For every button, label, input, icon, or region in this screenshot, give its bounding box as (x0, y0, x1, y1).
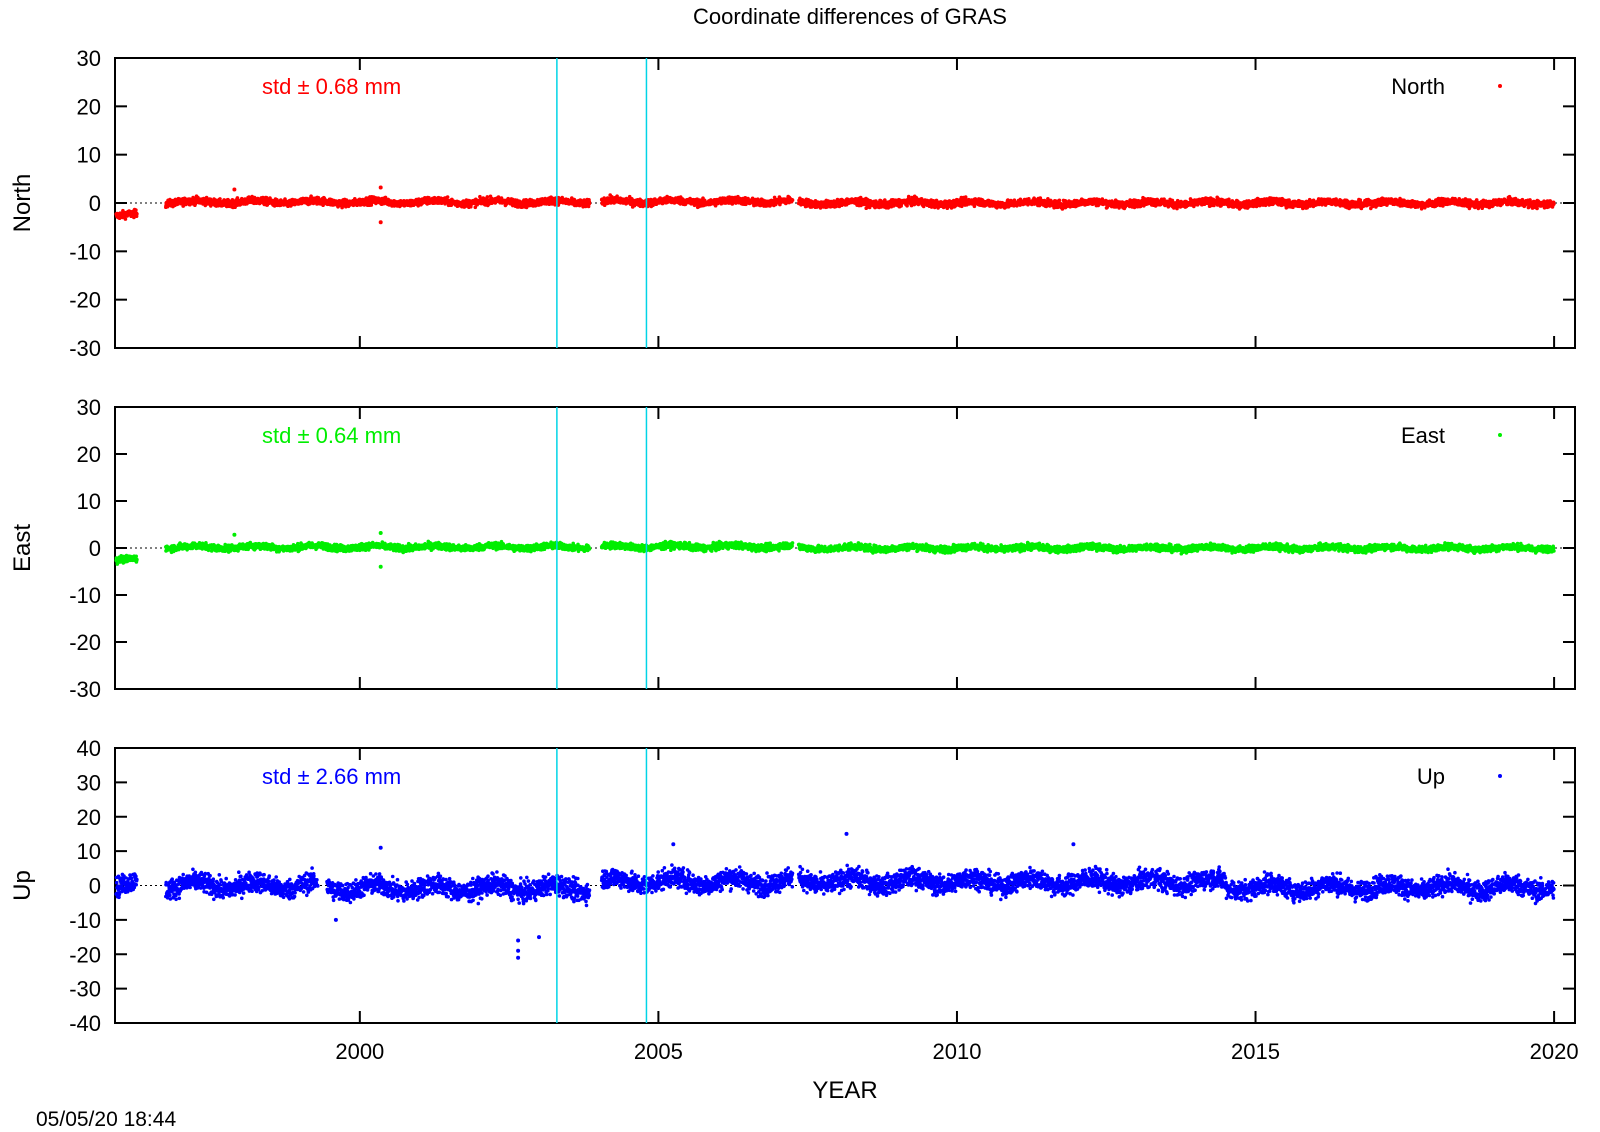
data-point (134, 208, 138, 212)
data-point (1058, 199, 1062, 203)
y-tick-label: -30 (69, 336, 101, 361)
data-point (486, 195, 490, 199)
data-point (1018, 203, 1022, 207)
y-tick-label: -20 (69, 288, 101, 313)
y-tick-label: -10 (69, 239, 101, 264)
data-point (478, 195, 482, 199)
series-points-north (114, 186, 1555, 225)
data-point (135, 212, 139, 216)
y-tick-label: 30 (77, 46, 101, 71)
y-tick-label: 20 (77, 94, 101, 119)
y-tick-label: 10 (77, 143, 101, 168)
y-tick-label: 0 (89, 191, 101, 216)
data-point (588, 202, 592, 206)
data-point (218, 197, 222, 201)
data-point (907, 195, 911, 199)
data-point (446, 195, 450, 199)
y-axis-label-north: North (9, 174, 36, 233)
data-point (791, 198, 795, 202)
data-point (124, 217, 128, 221)
